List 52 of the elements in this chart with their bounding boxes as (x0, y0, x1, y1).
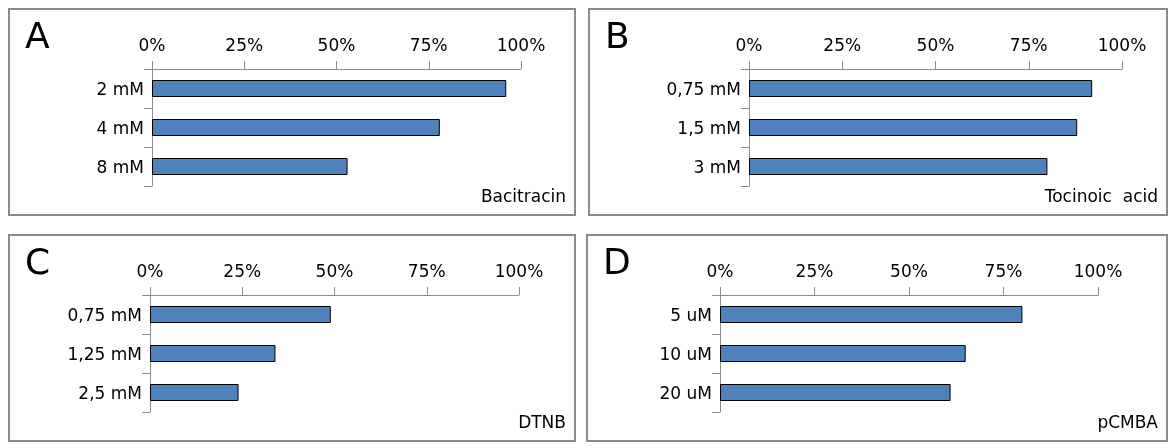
chart-title: C (25, 240, 51, 282)
x-tick-label: 100% (1097, 34, 1147, 55)
chart-title: A (25, 14, 50, 56)
x-tick-label: 0% (706, 260, 734, 281)
x-tick-label: 25% (223, 260, 262, 281)
x-tick-label: 0% (136, 260, 164, 281)
annotation: DTNB (518, 411, 567, 432)
bar (152, 158, 348, 175)
x-tick-label: 75% (407, 260, 446, 281)
chart-title: D (603, 240, 631, 282)
bar (720, 306, 1023, 323)
bar (150, 384, 239, 401)
y-tick-label: 1,5 mM (677, 117, 741, 138)
x-tick-label: 75% (1009, 34, 1048, 55)
x-tick-label: 100% (494, 260, 544, 281)
y-tick-label: 1,25 mM (67, 343, 142, 364)
x-tick-label: 50% (317, 34, 356, 55)
bar (720, 384, 951, 401)
x-tick-label: 75% (984, 260, 1023, 281)
bar (749, 119, 1078, 136)
x-tick-label: 100% (496, 34, 546, 55)
y-tick-label: 0,75 mM (67, 304, 142, 325)
chart-title: B (605, 14, 630, 56)
x-tick-label: 25% (795, 260, 834, 281)
x-tick-label: 50% (916, 34, 955, 55)
y-tick-label: 20 uM (659, 382, 712, 403)
annotation: Tocinoic acid (1043, 185, 1159, 206)
y-tick-label: 8 mM (96, 156, 144, 177)
x-tick-label: 0% (735, 34, 763, 55)
y-tick-label: 4 mM (96, 117, 144, 138)
bar (720, 345, 966, 362)
x-tick-label: 50% (890, 260, 928, 281)
x-tick-label: 75% (409, 34, 448, 55)
bar (749, 158, 1048, 175)
bar (150, 306, 331, 323)
bar (152, 80, 507, 97)
x-tick-label: 0% (138, 34, 166, 55)
bar (749, 80, 1093, 97)
annotation: Bacitracin (480, 185, 567, 206)
x-tick-label: 100% (1073, 260, 1123, 281)
y-tick-label: 10 uM (659, 343, 712, 364)
bar (150, 345, 276, 362)
x-tick-label: 50% (315, 260, 354, 281)
y-tick-label: 2,5 mM (78, 382, 142, 403)
x-tick-label: 25% (823, 34, 862, 55)
bar (152, 119, 440, 136)
y-tick-label: 0,75 mM (666, 78, 741, 99)
y-tick-label: 5 uM (670, 304, 712, 325)
y-tick-label: 2 mM (96, 78, 144, 99)
y-tick-label: 3 mM (693, 156, 741, 177)
x-tick-label: 25% (225, 34, 264, 55)
annotation: pCMBA (1097, 411, 1159, 432)
